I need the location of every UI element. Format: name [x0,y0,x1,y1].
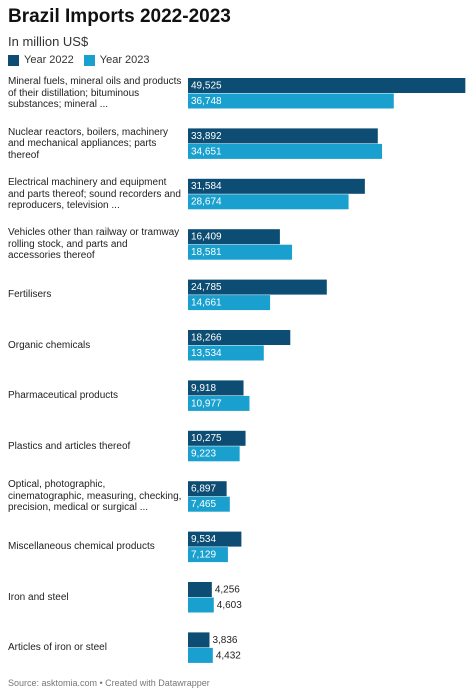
category-label: Plastics and articles thereof [8,440,131,452]
value-label: 7,129 [191,549,216,560]
source-note: Source: asktomia.com • Created with Data… [8,678,210,688]
value-label: 7,465 [191,499,216,510]
value-label: 10,275 [191,433,222,444]
value-label: 16,409 [191,232,222,243]
bar [188,380,244,396]
bar [188,295,271,311]
category-label: Electrical machinery and equipment and p… [8,177,181,212]
bar [188,531,242,547]
category-label: Vehicles other than railway or tramway r… [8,227,180,262]
value-label: 6,897 [191,484,216,495]
category-label: Pharmaceutical products [8,390,119,402]
bar [188,582,212,597]
value-label: 3,836 [212,635,237,646]
value-label: 14,661 [191,297,222,308]
value-label: 4,603 [217,600,242,611]
bar [188,194,349,210]
legend-label: Year 2023 [99,54,150,66]
category-label: Optical, photographic, cinematographic, … [8,479,182,514]
bar [188,395,250,411]
bar [188,496,230,512]
bar [188,446,240,462]
value-label: 28,674 [191,197,222,208]
category-label: Articles of iron or steel [8,642,107,654]
bar [188,78,466,93]
value-label: 33,892 [191,131,222,142]
value-label: 18,581 [191,247,222,258]
value-label: 31,584 [191,181,222,192]
value-label: 49,525 [191,80,222,91]
category-label: Miscellaneous chemical products [8,541,155,553]
bar [188,93,394,109]
legend: Year 2022 Year 2023 [8,54,160,66]
category-label: Nuclear reactors, boilers, machinery and… [8,126,169,161]
legend-label: Year 2022 [24,54,74,66]
bar [188,128,378,144]
category-label: Iron and steel [8,591,69,603]
legend-item: Year 2022 [8,54,74,66]
chart-subtitle: In million US$ [8,34,89,49]
chart-title: Brazil Imports 2022-2023 [8,6,231,27]
bar [188,244,293,260]
legend-swatch [83,54,95,66]
value-label: 9,534 [191,534,216,545]
value-label: 9,223 [191,449,216,460]
bar [188,430,246,446]
bar [188,143,383,159]
bar [188,345,264,361]
bar [188,330,291,345]
category-label: Fertilisers [8,289,52,301]
category-label: Organic chemicals [8,339,91,351]
value-label: 18,266 [191,332,222,343]
bar [188,647,213,663]
value-label: 9,918 [191,383,216,394]
legend-item: Year 2023 [83,54,150,66]
value-label: 36,748 [191,96,222,107]
value-label: 13,534 [191,348,222,359]
bar [188,279,327,295]
category-label: Mineral fuels, mineral oils and products… [8,76,182,111]
value-label: 34,651 [191,146,222,157]
bar [188,597,214,613]
value-label: 4,432 [216,650,241,661]
bar [188,229,280,245]
bar [188,178,365,194]
value-label: 4,256 [215,584,240,595]
value-label: 24,785 [191,282,222,293]
bar [188,481,227,497]
legend-swatch [8,54,19,66]
value-label: 10,977 [191,398,222,409]
bar [188,547,228,563]
bar [188,632,210,648]
